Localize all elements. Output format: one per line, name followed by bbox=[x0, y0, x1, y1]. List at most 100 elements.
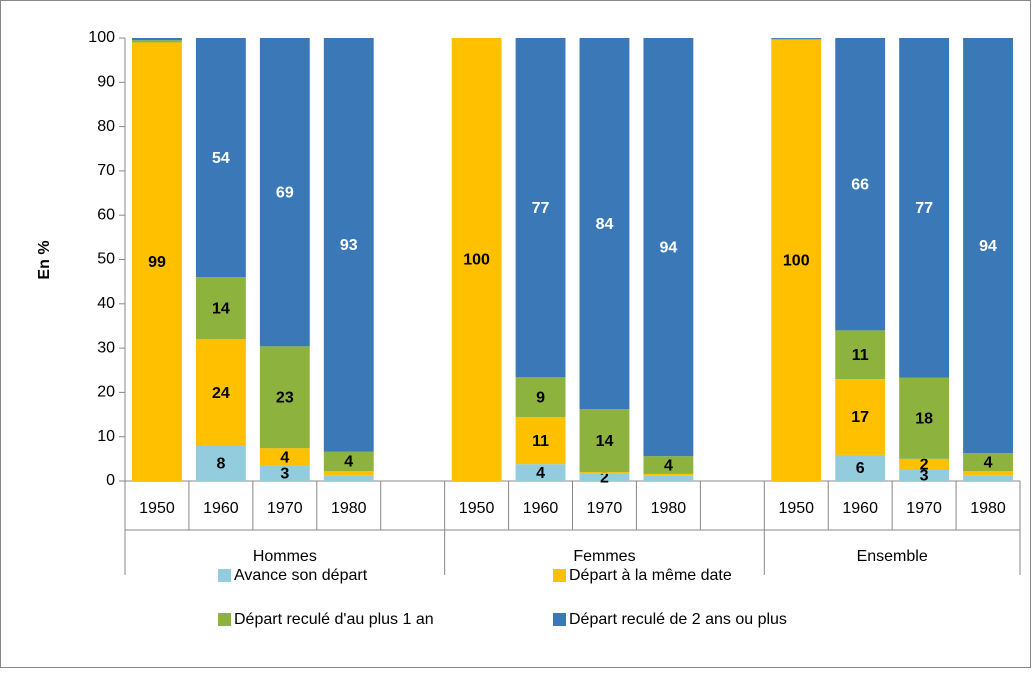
x-tick-label: 1960 bbox=[523, 500, 559, 517]
data-label: 14 bbox=[212, 300, 230, 317]
bar-segment bbox=[835, 38, 886, 331]
bar-segment bbox=[963, 38, 1013, 454]
legend-label: Départ reculé d'au plus 1 an bbox=[234, 611, 434, 628]
bar-segment bbox=[835, 330, 886, 380]
legend-label: Avance son départ bbox=[234, 567, 368, 584]
data-label: 54 bbox=[212, 150, 230, 167]
data-label: 77 bbox=[532, 200, 550, 217]
bar-segment bbox=[323, 451, 374, 472]
bar-segment bbox=[899, 458, 950, 470]
bar-segment bbox=[963, 471, 1013, 476]
bar-segment bbox=[579, 38, 630, 410]
bar-segment bbox=[963, 475, 1013, 481]
bar-segment bbox=[195, 277, 246, 340]
data-label: 3 bbox=[920, 467, 929, 484]
x-tick-label: 1950 bbox=[139, 500, 175, 517]
group-label: Ensemble bbox=[857, 548, 928, 565]
bar-segment bbox=[132, 38, 182, 41]
data-label: 2 bbox=[920, 456, 929, 473]
bar-segment bbox=[963, 453, 1013, 472]
bar-segment bbox=[515, 377, 566, 418]
data-label: 93 bbox=[340, 237, 358, 254]
data-label: 17 bbox=[851, 409, 869, 426]
x-tick-label: 1950 bbox=[459, 500, 495, 517]
data-label: 100 bbox=[463, 252, 490, 269]
data-label: 11 bbox=[852, 347, 869, 364]
bar-segment bbox=[195, 446, 246, 481]
y-tick-label: 20 bbox=[97, 384, 115, 401]
data-label: 77 bbox=[915, 200, 933, 217]
legend-swatch bbox=[218, 569, 231, 582]
bar-segment bbox=[771, 38, 822, 40]
x-tick-label: 1970 bbox=[906, 500, 942, 517]
data-label: 99 bbox=[148, 254, 166, 271]
bar-segment bbox=[643, 456, 694, 474]
bar-segment bbox=[579, 472, 630, 474]
x-tick-label: 1970 bbox=[587, 500, 623, 517]
bar-segment bbox=[259, 38, 310, 347]
bar-segment bbox=[771, 39, 822, 481]
bar-segment bbox=[835, 454, 886, 481]
data-label: 69 bbox=[276, 184, 294, 201]
data-label: 4 bbox=[984, 454, 993, 471]
bar-segment bbox=[195, 339, 246, 447]
bar-segment bbox=[899, 377, 950, 459]
bar-segment bbox=[515, 417, 566, 465]
y-tick-label: 10 bbox=[97, 428, 115, 445]
data-label: 4 bbox=[344, 454, 353, 471]
data-label: 84 bbox=[596, 216, 614, 233]
y-tick-label: 70 bbox=[97, 162, 115, 179]
group-label: Hommes bbox=[253, 548, 317, 565]
data-label: 3 bbox=[280, 466, 289, 483]
y-tick-label: 50 bbox=[97, 251, 115, 268]
bar-segment bbox=[451, 38, 502, 481]
bar-segment bbox=[195, 38, 246, 278]
data-label: 2 bbox=[600, 470, 609, 487]
data-label: 94 bbox=[979, 238, 997, 255]
x-tick-label: 1980 bbox=[970, 500, 1006, 517]
data-label: 4 bbox=[280, 449, 289, 466]
data-label: 14 bbox=[596, 433, 614, 450]
legend-label: Départ reculé de 2 ans ou plus bbox=[569, 611, 787, 628]
bar-segment bbox=[323, 38, 374, 452]
data-label: 23 bbox=[276, 389, 294, 406]
y-tick-label: 40 bbox=[97, 295, 115, 312]
bar-segment bbox=[771, 38, 822, 39]
data-label: 4 bbox=[664, 457, 673, 474]
bar-segment bbox=[259, 448, 310, 466]
x-tick-label: 1980 bbox=[331, 500, 367, 517]
data-label: 8 bbox=[216, 456, 225, 473]
y-tick-label: 100 bbox=[88, 29, 115, 46]
x-tick-label: 1950 bbox=[778, 500, 814, 517]
y-tick-label: 60 bbox=[97, 206, 115, 223]
bar-segment bbox=[643, 475, 694, 481]
bar-segment bbox=[643, 38, 694, 457]
bar-segment bbox=[579, 409, 630, 473]
y-tick-label: 30 bbox=[97, 339, 115, 356]
y-tick-label: 80 bbox=[97, 118, 115, 135]
data-label: 94 bbox=[659, 239, 677, 256]
x-tick-label: 1970 bbox=[267, 500, 303, 517]
group-label: Femmes bbox=[573, 548, 635, 565]
y-tick-label: 0 bbox=[106, 472, 115, 489]
legend-swatch bbox=[553, 569, 566, 582]
bar-segment bbox=[643, 473, 694, 476]
bar-segment bbox=[899, 469, 950, 481]
y-tick-label: 90 bbox=[97, 74, 115, 91]
bar-segment bbox=[579, 473, 630, 481]
data-label: 4 bbox=[536, 465, 545, 482]
x-tick-label: 1960 bbox=[203, 500, 239, 517]
bar-segment bbox=[323, 471, 374, 476]
bar-segment bbox=[132, 42, 182, 482]
bar-segment bbox=[835, 379, 886, 455]
x-tick-label: 1980 bbox=[651, 500, 687, 517]
data-label: 11 bbox=[532, 433, 549, 450]
bar-segment bbox=[323, 475, 374, 481]
bar-segment bbox=[259, 465, 310, 481]
legend-swatch bbox=[218, 613, 231, 626]
bar-segment bbox=[259, 346, 310, 449]
data-label: 6 bbox=[856, 460, 865, 477]
bar-segment bbox=[899, 38, 950, 378]
legend-label: Départ à la même date bbox=[569, 567, 732, 584]
